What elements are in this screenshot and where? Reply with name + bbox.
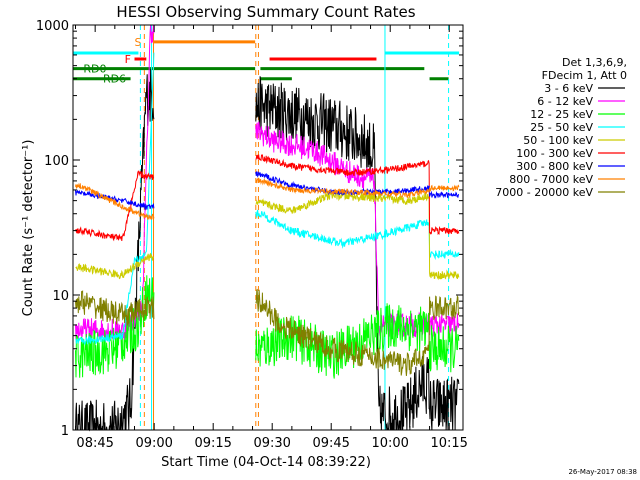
legend: Det 1,3,6,9, FDecim 1, Att 0 3 - 6 keV6 … bbox=[495, 56, 627, 199]
x-tick-label: 10:15 bbox=[430, 436, 467, 451]
plot-frame bbox=[72, 24, 464, 431]
rd6-flag-label: RD6 bbox=[103, 73, 126, 86]
x-tick-label: 09:00 bbox=[135, 436, 172, 451]
legend-label-1: 6 - 12 keV bbox=[537, 95, 593, 108]
legend-label-7: 800 - 7000 keV bbox=[509, 173, 593, 186]
series-line-5 bbox=[75, 154, 460, 242]
legend-label-4: 50 - 100 keV bbox=[523, 134, 593, 147]
legend-label-8: 7000 - 20000 keV bbox=[495, 186, 593, 199]
x-axis-label: Start Time (04-Oct-14 08:39:22) bbox=[161, 455, 371, 470]
y-tick-label: 1000 bbox=[36, 19, 69, 34]
series-line-8 bbox=[75, 288, 460, 376]
flare-flag-label: F bbox=[125, 53, 131, 66]
legend-label-6: 300 - 800 keV bbox=[516, 160, 593, 173]
series-line-0 bbox=[75, 69, 460, 432]
legend-label-3: 25 - 50 keV bbox=[530, 121, 593, 134]
legend-header-1: Det 1,3,6,9, bbox=[562, 56, 627, 69]
y-axis-label: Count Rate (s⁻¹ detector⁻¹) bbox=[21, 140, 36, 317]
series-line-4 bbox=[75, 191, 460, 281]
legend-label-5: 100 - 300 keV bbox=[516, 147, 593, 160]
series-lines bbox=[75, 24, 460, 432]
legend-header-2: FDecim 1, Att 0 bbox=[542, 69, 627, 82]
x-tick-label: 09:45 bbox=[312, 436, 349, 451]
x-tick-label: 09:15 bbox=[194, 436, 231, 451]
x-tick-label: 10:00 bbox=[371, 436, 408, 451]
series-line-3 bbox=[75, 52, 460, 346]
legend-label-2: 12 - 25 keV bbox=[530, 108, 593, 121]
chart-title: HESSI Observing Summary Count Rates bbox=[116, 3, 415, 21]
saa-flag-label: S bbox=[135, 36, 142, 49]
y-tick-label: 10 bbox=[52, 289, 69, 304]
rd0-flag-label: RD0 bbox=[83, 63, 106, 76]
axes: 1 10 100 1000 08:45 09:00 09:15 09:30 09:45 10:00… bbox=[36, 19, 468, 451]
footer-timestamp: 26-May-2017 08:38 bbox=[568, 468, 637, 476]
x-tick-label: 08:45 bbox=[76, 436, 113, 451]
legend-label-0: 3 - 6 keV bbox=[544, 82, 593, 95]
y-tick-label: 1 bbox=[61, 424, 69, 439]
series-line-7 bbox=[75, 177, 460, 220]
x-tick-label: 09:30 bbox=[253, 436, 290, 451]
y-tick-label: 100 bbox=[44, 154, 69, 169]
